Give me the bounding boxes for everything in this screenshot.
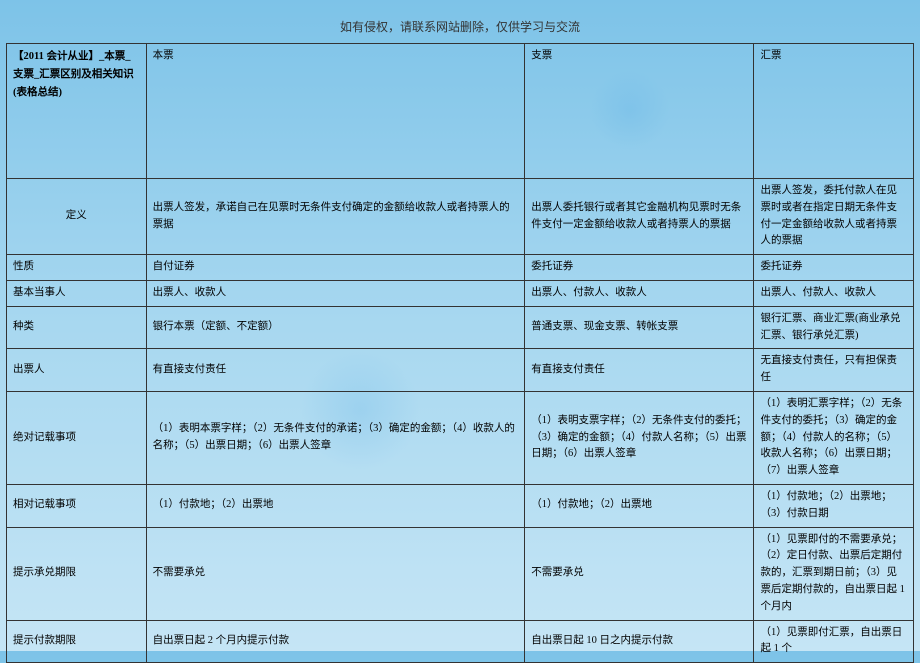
cell: 不需要承兑 bbox=[146, 527, 525, 620]
row-label: 定义 bbox=[7, 179, 147, 255]
cell: （1）表明汇票字样；（2）无条件支付的委托；（3）确定的金额；（4）付款人的名称… bbox=[754, 391, 914, 484]
row-label: 种类 bbox=[7, 306, 147, 349]
table-row: 提示付款期限 自出票日起 2 个月内提示付款 自出票日起 10 日之内提示付款 … bbox=[7, 620, 914, 663]
cell: （1）见票即付的不需要承兑；（2）定日付款、出票后定期付款的，汇票到期日前；（3… bbox=[754, 527, 914, 620]
top-note: 如有侵权，请联系网站删除，仅供学习与交流 bbox=[0, 0, 920, 43]
cell: （1）付款地；（2）出票地 bbox=[146, 484, 525, 527]
row-label: 基本当事人 bbox=[7, 280, 147, 306]
col-header-1: 本票 bbox=[146, 44, 525, 179]
table-row: 种类 银行本票（定额、不定额） 普通支票、现金支票、转帐支票 银行汇票、商业汇票… bbox=[7, 306, 914, 349]
cell: 有直接支付责任 bbox=[146, 349, 525, 392]
cell: 自出票日起 10 日之内提示付款 bbox=[525, 620, 754, 663]
cell: 出票人签发，承诺自己在见票时无条件支付确定的金额给收款人或者持票人的票据 bbox=[146, 179, 525, 255]
cell: （1）表明支票字样；（2）无条件支付的委托；（3）确定的金额；（4）付款人名称；… bbox=[525, 391, 754, 484]
col-header-3: 汇票 bbox=[754, 44, 914, 179]
cell: （1）见票即付汇票，自出票日起 1 个 bbox=[754, 620, 914, 663]
row-label: 出票人 bbox=[7, 349, 147, 392]
cell: 委托证券 bbox=[525, 255, 754, 281]
table-row: 绝对记载事项 （1）表明本票字样；（2）无条件支付的承诺；（3）确定的金额；（4… bbox=[7, 391, 914, 484]
row-label: 绝对记载事项 bbox=[7, 391, 147, 484]
table-row: 定义 出票人签发，承诺自己在见票时无条件支付确定的金额给收款人或者持票人的票据 … bbox=[7, 179, 914, 255]
table-row: 基本当事人 出票人、收款人 出票人、付款人、收款人 出票人、付款人、收款人 bbox=[7, 280, 914, 306]
cell: 出票人签发，委托付款人在见票时或者在指定日期无条件支付一定金额给收款人或者持票人… bbox=[754, 179, 914, 255]
row-label: 提示付款期限 bbox=[7, 620, 147, 663]
cell: 自付证券 bbox=[146, 255, 525, 281]
table-row: 相对记载事项 （1）付款地；（2）出票地 （1）付款地；（2）出票地 （1）付款… bbox=[7, 484, 914, 527]
cell: 银行汇票、商业汇票(商业承兑汇票、银行承兑汇票) bbox=[754, 306, 914, 349]
cell: 无直接支付责任，只有担保责任 bbox=[754, 349, 914, 392]
row-label: 性质 bbox=[7, 255, 147, 281]
cell: （1）付款地；（2）出票地；（3）付款日期 bbox=[754, 484, 914, 527]
header-row: 【2011 会计从业】_本票_支票_汇票区别及相关知识(表格总结) 本票 支票 … bbox=[7, 44, 914, 179]
cell: 自出票日起 2 个月内提示付款 bbox=[146, 620, 525, 663]
cell: 普通支票、现金支票、转帐支票 bbox=[525, 306, 754, 349]
row-label: 提示承兑期限 bbox=[7, 527, 147, 620]
table-row: 提示承兑期限 不需要承兑 不需要承兑 （1）见票即付的不需要承兑；（2）定日付款… bbox=[7, 527, 914, 620]
cell: （1）付款地；（2）出票地 bbox=[525, 484, 754, 527]
cell: （1）表明本票字样；（2）无条件支付的承诺；（3）确定的金额；（4）收款人的名称… bbox=[146, 391, 525, 484]
col-header-2: 支票 bbox=[525, 44, 754, 179]
table-row: 性质 自付证券 委托证券 委托证券 bbox=[7, 255, 914, 281]
cell: 有直接支付责任 bbox=[525, 349, 754, 392]
cell: 不需要承兑 bbox=[525, 527, 754, 620]
cell: 出票人、付款人、收款人 bbox=[754, 280, 914, 306]
cell: 出票人、收款人 bbox=[146, 280, 525, 306]
cell: 委托证券 bbox=[754, 255, 914, 281]
comparison-table: 【2011 会计从业】_本票_支票_汇票区别及相关知识(表格总结) 本票 支票 … bbox=[6, 43, 914, 663]
cell: 出票人委托银行或者其它金融机构见票时无条件支付一定金额给收款人或者持票人的票据 bbox=[525, 179, 754, 255]
row-label: 相对记载事项 bbox=[7, 484, 147, 527]
cell: 银行本票（定额、不定额） bbox=[146, 306, 525, 349]
table-title-cell: 【2011 会计从业】_本票_支票_汇票区别及相关知识(表格总结) bbox=[7, 44, 147, 179]
table-row: 出票人 有直接支付责任 有直接支付责任 无直接支付责任，只有担保责任 bbox=[7, 349, 914, 392]
cell: 出票人、付款人、收款人 bbox=[525, 280, 754, 306]
